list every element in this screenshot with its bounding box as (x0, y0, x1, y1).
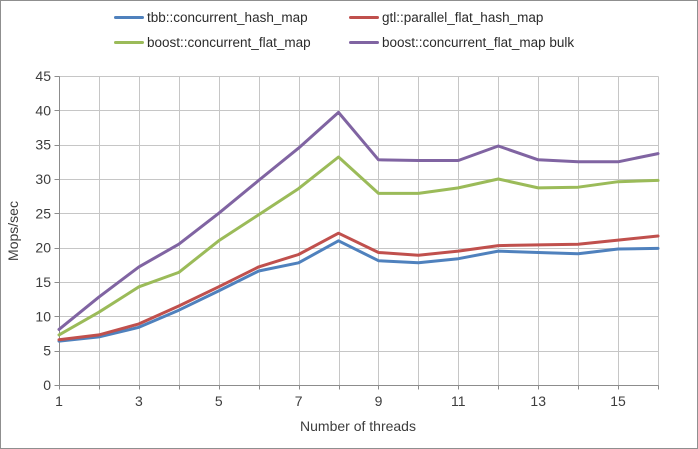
axes (54, 76, 659, 390)
legend-line-swatch (114, 40, 144, 44)
x-tick-label: 15 (610, 393, 626, 409)
legend-label: gtl::parallel_flat_hash_map (382, 9, 544, 25)
x-axis-title: Number of threads (300, 418, 416, 434)
series-line-2 (57, 231, 660, 342)
y-tick-label: 0 (43, 377, 51, 393)
x-tick-label: 1 (55, 393, 63, 409)
data-series (57, 110, 660, 343)
y-tick-label: 25 (35, 205, 51, 221)
y-tick-label: 35 (35, 137, 51, 153)
series-line-4 (57, 110, 660, 331)
legend-line-swatch (114, 15, 144, 19)
x-tick-label: 13 (530, 393, 546, 409)
chart-legend: tbb::concurrent_hash_map gtl::parallel_fl… (1, 9, 697, 50)
y-tick-label: 5 (43, 343, 51, 359)
y-axis-title: Mops/sec (5, 201, 21, 261)
y-tick-label: 10 (35, 308, 51, 324)
legend-label: tbb::concurrent_hash_map (147, 9, 308, 25)
y-tick-label: 45 (35, 68, 51, 84)
x-tick-label: 7 (295, 393, 303, 409)
x-tick-label: 11 (451, 393, 466, 409)
legend-label: boost::concurrent_flat_map bulk (382, 34, 575, 50)
legend-line-swatch (349, 40, 379, 44)
series-line-1 (57, 239, 660, 343)
gridlines (59, 76, 659, 386)
y-tick-label: 20 (35, 240, 51, 256)
y-tick-label: 15 (35, 274, 51, 290)
x-tick-label: 5 (215, 393, 223, 409)
legend-label: boost::concurrent_flat_map (147, 34, 311, 50)
legend-item-3: boost::concurrent_flat_map (114, 34, 349, 50)
series-line-3 (57, 155, 660, 337)
legend-item-2: gtl::parallel_flat_hash_map (349, 9, 584, 25)
y-tick-label: 30 (35, 171, 51, 187)
y-tick-label: 40 (35, 102, 51, 118)
x-tick-label: 3 (135, 393, 143, 409)
x-tick-label: 9 (375, 393, 383, 409)
legend-item-4: boost::concurrent_flat_map bulk (349, 34, 584, 50)
legend-item-1: tbb::concurrent_hash_map (114, 9, 349, 25)
legend-line-swatch (349, 15, 379, 19)
